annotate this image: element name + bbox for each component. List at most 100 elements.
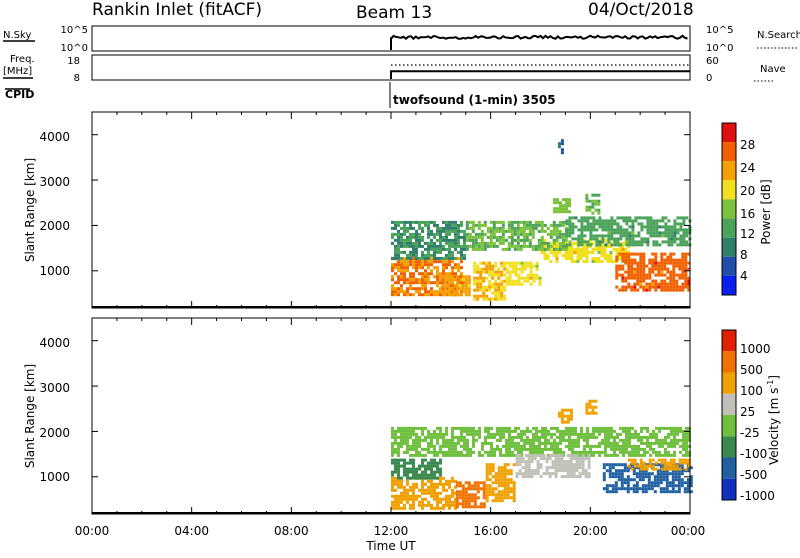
velocity-cell: [461, 484, 465, 488]
power-cell: [501, 238, 505, 242]
velocity-cell: [625, 447, 628, 451]
power-cell: [418, 232, 421, 236]
velocity-cell: [619, 450, 622, 454]
power-cell: [491, 273, 495, 277]
power-cell: [409, 253, 412, 257]
velocity-cell: [406, 429, 409, 433]
velocity-cell: [557, 414, 561, 418]
velocity-cell: [673, 432, 676, 436]
velocity-cell: [500, 466, 504, 470]
power-cell: [520, 276, 524, 280]
power-cell: [516, 220, 520, 224]
power-cell: [522, 235, 526, 239]
power-cell: [451, 238, 454, 242]
velocity-cell: [632, 484, 636, 488]
velocity-cell: [591, 411, 595, 415]
velocity-cell: [649, 453, 652, 457]
velocity-cell: [544, 426, 547, 430]
velocity-cell: [538, 444, 541, 448]
power-cell: [615, 255, 619, 259]
velocity-cbar-tick-500: 500: [740, 363, 763, 377]
power-cell: [397, 244, 400, 248]
power-cell: [633, 282, 637, 286]
velocity-cell: [397, 485, 400, 489]
velocity-cell: [512, 463, 516, 467]
velocity-cell: [412, 503, 415, 507]
power-cell: [645, 285, 649, 289]
power-cell: [421, 250, 424, 254]
power-cell: [397, 250, 400, 254]
velocity-cell: [592, 444, 595, 448]
velocity-cell: [451, 426, 454, 430]
velocity-cell: [484, 450, 487, 454]
power-cell: [430, 244, 433, 248]
power-cell: [684, 264, 688, 268]
power-cell: [403, 263, 406, 267]
power-cell: [451, 256, 454, 260]
velocity-cell: [511, 441, 514, 445]
power-cell: [631, 243, 635, 247]
power-cell: [589, 234, 593, 238]
velocity-cell: [668, 481, 672, 485]
velocity-cell: [622, 450, 625, 454]
power-cell: [400, 275, 403, 279]
velocity-cell: [400, 476, 403, 480]
velocity-cell: [665, 478, 669, 482]
velocity-cell: [412, 441, 415, 445]
power-cell: [682, 222, 686, 226]
power-cell: [669, 270, 673, 274]
power-cell: [546, 226, 550, 230]
velocity-cell: [512, 493, 516, 497]
velocity-cell: [475, 429, 478, 433]
power-cell: [409, 220, 412, 224]
velocity-cell: [484, 441, 487, 445]
power-cell: [460, 253, 463, 257]
velocity-cell: [663, 458, 667, 462]
velocity-cell: [445, 500, 448, 504]
velocity-cell: [556, 426, 559, 430]
power-cell: [570, 245, 574, 248]
power-cell: [666, 276, 670, 280]
freq-label-top: Freq.: [10, 54, 35, 65]
power-cell: [433, 223, 436, 227]
power-cell: [446, 278, 450, 282]
power-cell: [526, 264, 530, 268]
velocity-cell: [649, 441, 652, 445]
velocity-cell: [461, 490, 465, 494]
power-cell: [508, 282, 512, 286]
power-cell: [415, 235, 418, 239]
velocity-cell: [460, 429, 463, 433]
velocity-cell: [491, 487, 495, 491]
power-cell: [406, 256, 409, 260]
power-cell: [576, 254, 580, 257]
velocity-cell: [535, 438, 538, 442]
velocity-cell: [503, 493, 507, 497]
power-cell: [489, 229, 493, 233]
power-cell: [394, 244, 397, 248]
velocity-cell: [604, 432, 607, 436]
velocity-cell: [557, 411, 561, 415]
velocity-cell: [647, 472, 651, 476]
velocity-cell: [488, 484, 492, 488]
velocity-cell: [394, 438, 397, 442]
power-cell: [525, 223, 529, 227]
power-region: [465, 220, 568, 251]
power-cell: [503, 285, 507, 289]
velocity-cell: [676, 426, 679, 430]
velocity-cell: [598, 426, 601, 430]
power-cell: [684, 285, 688, 289]
nsky-right-tick-bottom: 10^0: [706, 43, 733, 54]
velocity-cell: [560, 466, 564, 470]
power-cell: [510, 226, 514, 230]
velocity-cell: [544, 435, 547, 439]
power-cell: [663, 261, 667, 265]
velocity-colorbar-frame: [721, 329, 737, 501]
velocity-cell: [403, 467, 406, 471]
power-cell: [612, 248, 616, 251]
velocity-cell: [577, 441, 580, 445]
velocity-cell: [529, 441, 532, 445]
power-cell: [574, 237, 578, 241]
power-cell: [661, 216, 665, 220]
velocity-cell: [538, 447, 541, 451]
power-cell: [430, 287, 433, 291]
